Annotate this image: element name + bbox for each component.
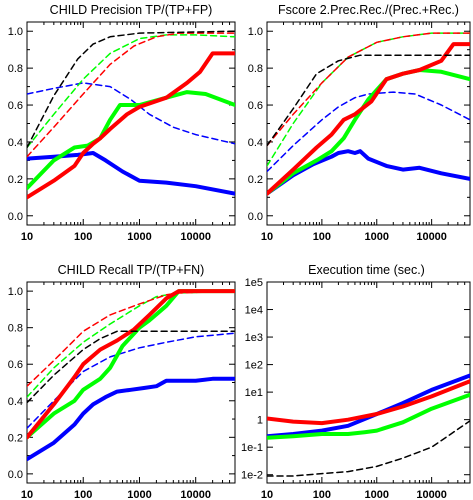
series-line-blue-dashed (27, 82, 235, 145)
y-tick-label: 1e4 (245, 305, 263, 317)
y-tick-label: 0.2 (248, 174, 263, 186)
y-tick-label: 0.2 (8, 174, 23, 186)
y-tick-label: 1.0 (8, 286, 23, 298)
chart-panel-4: Execution time (sec.) 10 100 1000 10000 1e-2 1… (241, 263, 471, 500)
y-tick-label: 0.8 (8, 63, 23, 75)
y-tick-label: 1e-1 (241, 442, 263, 454)
chart-title: Execution time (sec.) (308, 263, 425, 277)
y-tick-label: 0.4 (8, 137, 23, 149)
x-tick-label: 100 (313, 231, 331, 243)
y-tick-label: 1e5 (245, 277, 263, 289)
plot-frame (26, 21, 236, 226)
x-tick-label: 1000 (365, 231, 389, 243)
x-tick-label: 10 (261, 231, 273, 243)
y-tick-label: 0.4 (8, 396, 23, 408)
x-tick-label: 1000 (127, 231, 151, 243)
plot-frame (266, 281, 471, 484)
chart-title: CHILD Recall TP/(TP+FN) (58, 263, 205, 277)
y-tick-label: 0.6 (248, 100, 263, 112)
x-tick-label: 10 (261, 489, 273, 500)
series-line-green-solid (27, 289, 235, 440)
plot-frame (26, 281, 236, 484)
series-line-red-dashed (27, 32, 235, 158)
series-line-black-dashed (27, 30, 235, 149)
y-tick-label: 0.8 (248, 63, 263, 75)
y-tick-label: 1e1 (245, 387, 263, 399)
x-tick-label: 1000 (365, 489, 389, 500)
y-tick-label: 0.4 (248, 137, 263, 149)
series-line-blue-solid (267, 149, 470, 196)
series-line-blue-dashed (267, 91, 470, 173)
series-line-black-dashed (267, 420, 470, 477)
plot-frame (266, 21, 471, 226)
y-tick-label: 0.0 (8, 211, 23, 223)
y-tick-label: 1.0 (248, 26, 263, 38)
y-tick-label: 0.0 (248, 211, 263, 223)
y-tick-label: 0.8 (8, 323, 23, 335)
x-tick-label: 100 (74, 231, 92, 243)
x-tick-label: 10 (21, 489, 33, 500)
chart-panel-2: Fscore 2.Prec.Rec./(Prec.+Rec.) 10 100 1000… (248, 3, 471, 243)
series-line-green-solid (267, 392, 470, 440)
x-tick-label: 1000 (127, 489, 151, 500)
series-line-green-solid (27, 90, 235, 191)
x-tick-label: 10000 (180, 489, 211, 500)
x-tick-label: 10000 (416, 489, 447, 500)
series-line-black-dashed (27, 330, 235, 404)
y-tick-label: 1.0 (8, 26, 23, 38)
series-line-red-solid (267, 379, 470, 426)
chart-panel-1: CHILD Precision TP/(TP+FP) 10 100 1000 10000… (8, 3, 236, 243)
chart-panel-3: CHILD Recall TP/(TP+FN) 10 100 1000 10000 0.0… (8, 263, 236, 500)
y-tick-label: 1e2 (245, 360, 263, 372)
series-line-blue-solid (27, 151, 235, 196)
x-tick-label: 10 (21, 231, 33, 243)
series-line-red-solid (27, 51, 235, 200)
x-tick-label: 10000 (416, 231, 447, 243)
y-tick-label: 1 (257, 415, 263, 427)
series-line-red-dashed (267, 32, 470, 147)
x-tick-label: 100 (313, 489, 331, 500)
y-tick-label: 0.2 (8, 432, 23, 444)
series-line-red-solid (267, 42, 470, 196)
chart-title: Fscore 2.Prec.Rec./(Prec.+Rec.) (278, 3, 459, 17)
y-tick-label: 0.6 (8, 100, 23, 112)
x-tick-label: 100 (74, 489, 92, 500)
series-line-red-solid (27, 289, 235, 440)
series-line-black-dashed (267, 54, 470, 147)
y-tick-label: 0.0 (8, 469, 23, 481)
y-tick-label: 0.6 (8, 359, 23, 371)
series-line-blue-solid (267, 373, 470, 439)
chart-title: CHILD Precision TP/(TP+FP) (50, 3, 213, 17)
y-tick-label: 1e3 (245, 332, 263, 344)
y-tick-label: 1e-2 (241, 470, 263, 482)
series-line-blue-solid (27, 376, 235, 462)
series-line-green-dashed (27, 34, 235, 149)
x-tick-label: 10000 (180, 231, 211, 243)
series-line-red-dashed (27, 290, 235, 387)
